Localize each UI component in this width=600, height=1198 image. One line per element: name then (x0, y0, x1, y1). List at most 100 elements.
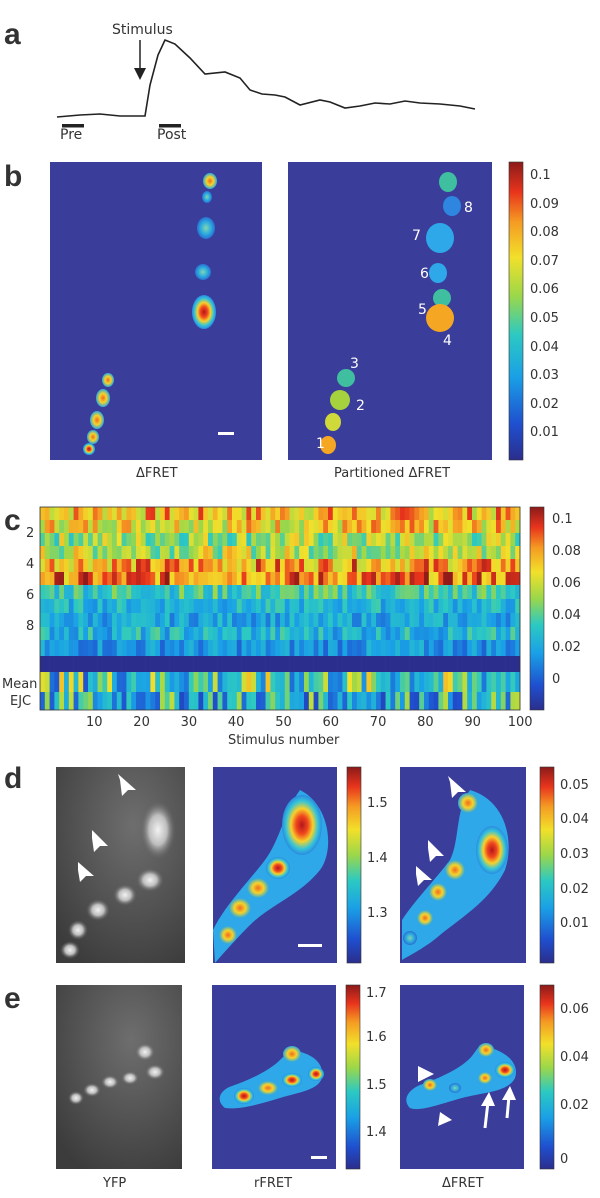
heatmap-cell (371, 585, 377, 599)
heatmap-cell (328, 533, 334, 546)
heatmap-cell (140, 559, 146, 572)
heatmap-cell (409, 533, 415, 546)
heatmap-cell (265, 559, 271, 572)
heatmap-cell (481, 559, 487, 572)
heatmap-cell (179, 599, 185, 613)
heatmap-cell (318, 672, 324, 692)
heatmap-cell (164, 672, 170, 692)
heatmap-cell (217, 640, 223, 656)
panel-e-caption-yfp: YFP (103, 1176, 127, 1191)
heatmap-cell (376, 640, 382, 656)
heatmap-cell (68, 585, 74, 599)
heatmap-cell (145, 656, 151, 672)
heatmap-cell (275, 599, 281, 613)
heatmap-cell (371, 520, 377, 533)
panel-b-colorbar (508, 161, 524, 461)
heatmap-cell (390, 533, 396, 546)
heatmap-cell (318, 656, 324, 672)
heatmap-cell (227, 613, 233, 627)
heatmap-cell (361, 627, 367, 640)
heatmap-cell (88, 546, 94, 559)
heatmap-cell (140, 585, 146, 599)
heatmap-cell (88, 656, 94, 672)
heatmap-cell (270, 672, 276, 692)
heatmap-cell (481, 656, 487, 672)
heatmap-cell (318, 559, 324, 572)
panel-e-arrowheads (418, 1066, 452, 1126)
heatmap-cell (92, 559, 98, 572)
heatmap-cell (505, 672, 511, 692)
heatmap-cell (491, 572, 497, 585)
heatmap-cell (328, 656, 334, 672)
heatmap-cell (433, 599, 439, 613)
heatmap-cell (356, 627, 362, 640)
heatmap-cell (145, 533, 151, 546)
heatmap-cell (251, 640, 257, 656)
heatmap-cell (500, 559, 506, 572)
heatmap-cell (510, 546, 516, 559)
heatmap-cell (116, 692, 122, 710)
heatmap-cell (174, 559, 180, 572)
heatmap-cell (414, 520, 420, 533)
heatmap-cell (256, 599, 262, 613)
heatmap-cell (222, 520, 228, 533)
heatmap-cell (318, 627, 324, 640)
heatmap-cell (97, 656, 103, 672)
heatmap-cell (515, 599, 521, 613)
heatmap-cell (424, 520, 430, 533)
heatmap-cell (241, 656, 247, 672)
heatmap-cell (203, 559, 209, 572)
heatmap-cell (107, 533, 113, 546)
heatmap-cell (448, 533, 454, 546)
heatmap-cell (318, 546, 324, 559)
panel-b-colorbar-tick-6: 0.04 (530, 339, 559, 355)
heatmap-cell (433, 692, 439, 710)
heatmap-cell (107, 627, 113, 640)
heatmap-cell (232, 572, 238, 585)
heatmap-cell (356, 533, 362, 546)
heatmap-cell (169, 585, 175, 599)
heatmap-cell (64, 507, 70, 520)
heatmap-cell (385, 692, 391, 710)
heatmap-cell (361, 656, 367, 672)
heatmap-cell (472, 507, 478, 520)
heatmap-cell (260, 640, 266, 656)
heatmap-cell (400, 613, 406, 627)
heatmap-cell (476, 572, 482, 585)
heatmap-cell (443, 546, 449, 559)
heatmap-cell (270, 546, 276, 559)
heatmap-cell (227, 546, 233, 559)
heatmap-cell (59, 533, 65, 546)
heatmap-cell (179, 692, 185, 710)
heatmap-cell (116, 546, 122, 559)
heatmap-cell (328, 672, 334, 692)
panel-d-yfp-image (56, 767, 185, 963)
heatmap-cell (164, 656, 170, 672)
panel-d-right-colorbar (539, 766, 555, 964)
panel-c-colorbar-tick-1: 0.08 (552, 544, 581, 559)
heatmap-cell (510, 692, 516, 710)
heatmap-cell (49, 520, 55, 533)
heatmap-cell (280, 613, 286, 627)
heatmap-cell (88, 613, 94, 627)
heatmap-cell (337, 585, 343, 599)
panel-letter-d: d (4, 762, 23, 795)
heatmap-cell (44, 640, 50, 656)
heatmap-cell (112, 692, 118, 710)
heatmap-cell (160, 613, 166, 627)
heatmap-cell (452, 585, 458, 599)
heatmap-cell (275, 572, 281, 585)
heatmap-cell (150, 599, 156, 613)
pre-bar (62, 124, 84, 128)
heatmap-cell (212, 520, 218, 533)
heatmap-cell (83, 640, 89, 656)
heatmap-cell (64, 546, 70, 559)
heatmap-cell (64, 672, 70, 692)
heatmap-cell (462, 546, 468, 559)
heatmap-cell (361, 559, 367, 572)
heatmap-cell (169, 599, 175, 613)
heatmap-cell (467, 520, 473, 533)
heatmap-cell (78, 520, 84, 533)
heatmap-cell (232, 656, 238, 672)
heatmap-cell (448, 507, 454, 520)
